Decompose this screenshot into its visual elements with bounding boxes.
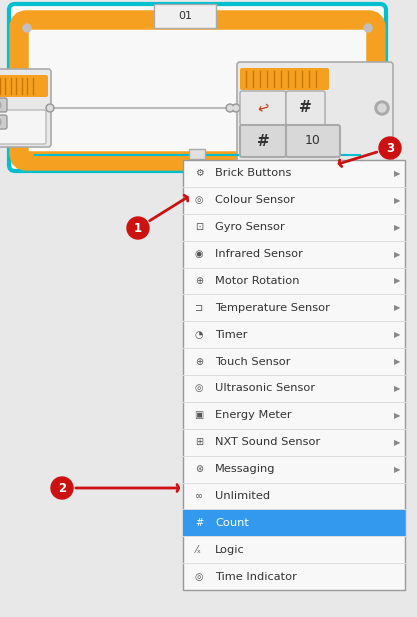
Circle shape: [48, 106, 53, 110]
Circle shape: [51, 477, 73, 499]
Text: Unlimited: Unlimited: [215, 491, 270, 501]
Circle shape: [375, 101, 389, 115]
Text: Brick Buttons: Brick Buttons: [215, 168, 291, 178]
Text: ⚙: ⚙: [195, 168, 203, 178]
FancyBboxPatch shape: [0, 115, 7, 129]
FancyBboxPatch shape: [286, 125, 340, 157]
Text: ▶: ▶: [394, 411, 400, 420]
Text: Time Indicator: Time Indicator: [215, 571, 297, 582]
Text: Motor Rotation: Motor Rotation: [215, 276, 299, 286]
Text: Gyro Sensor: Gyro Sensor: [215, 222, 285, 232]
FancyBboxPatch shape: [286, 91, 325, 125]
FancyBboxPatch shape: [154, 4, 216, 28]
FancyBboxPatch shape: [0, 110, 46, 144]
Circle shape: [379, 137, 401, 159]
Text: ⊛: ⊛: [195, 464, 203, 474]
Circle shape: [364, 24, 372, 32]
Text: ◎: ◎: [195, 571, 203, 582]
Text: ▶: ▶: [394, 276, 400, 286]
Text: ▶: ▶: [394, 357, 400, 366]
FancyBboxPatch shape: [9, 4, 386, 171]
FancyBboxPatch shape: [240, 91, 286, 125]
Text: Colour Sensor: Colour Sensor: [215, 196, 295, 205]
Circle shape: [378, 104, 386, 112]
Text: Messaging: Messaging: [215, 464, 276, 474]
Text: Ultrasonic Sensor: Ultrasonic Sensor: [215, 383, 315, 394]
Text: Count: Count: [215, 518, 249, 528]
Text: Infrared Sensor: Infrared Sensor: [215, 249, 303, 259]
Circle shape: [228, 106, 233, 110]
Text: ▶: ▶: [394, 196, 400, 205]
Text: #: #: [256, 133, 269, 149]
Text: Touch Sensor: Touch Sensor: [215, 357, 291, 366]
Text: ▶: ▶: [394, 384, 400, 393]
Text: 2: 2: [58, 481, 66, 494]
Text: 3: 3: [386, 141, 394, 154]
Text: ⊕: ⊕: [195, 276, 203, 286]
Text: #: #: [299, 101, 312, 115]
Text: ∞: ∞: [195, 491, 203, 501]
Text: #: #: [195, 518, 203, 528]
Text: ▶: ▶: [394, 437, 400, 447]
FancyBboxPatch shape: [240, 68, 329, 90]
Circle shape: [226, 104, 234, 112]
Circle shape: [0, 118, 1, 126]
Text: NXT Sound Sensor: NXT Sound Sensor: [215, 437, 320, 447]
Text: ◎: ◎: [195, 383, 203, 394]
Circle shape: [232, 104, 240, 112]
Text: Energy Meter: Energy Meter: [215, 410, 291, 420]
Text: ▶: ▶: [394, 330, 400, 339]
Text: ⊞: ⊞: [195, 437, 203, 447]
Bar: [183, 160, 405, 590]
Text: ◎: ◎: [195, 196, 203, 205]
Text: ◉: ◉: [195, 249, 203, 259]
Text: ↩: ↩: [256, 100, 271, 116]
Text: ⊐: ⊐: [195, 303, 203, 313]
Text: ▣: ▣: [194, 410, 203, 420]
Text: ⊡: ⊡: [195, 222, 203, 232]
Circle shape: [234, 106, 239, 110]
Circle shape: [23, 24, 31, 32]
Bar: [189, 149, 205, 159]
FancyBboxPatch shape: [0, 69, 51, 147]
Text: Logic: Logic: [215, 545, 245, 555]
Text: ▶: ▶: [394, 169, 400, 178]
Text: ⊕: ⊕: [195, 357, 203, 366]
FancyBboxPatch shape: [240, 125, 286, 157]
Circle shape: [46, 104, 54, 112]
Circle shape: [0, 101, 1, 109]
Text: ⁄ₓ: ⁄ₓ: [196, 545, 202, 555]
Text: ◔: ◔: [195, 329, 203, 340]
Text: ▶: ▶: [394, 465, 400, 474]
Bar: [183, 510, 405, 536]
Text: ▶: ▶: [394, 223, 400, 232]
Text: 1: 1: [134, 222, 142, 234]
FancyBboxPatch shape: [0, 75, 48, 97]
Text: ▶: ▶: [394, 304, 400, 312]
Text: 10: 10: [305, 135, 321, 147]
FancyBboxPatch shape: [0, 98, 7, 112]
Text: ▶: ▶: [394, 249, 400, 259]
Text: Temperature Sensor: Temperature Sensor: [215, 303, 330, 313]
Text: Timer: Timer: [215, 329, 248, 340]
Text: 01: 01: [178, 11, 192, 21]
FancyBboxPatch shape: [237, 62, 393, 168]
Circle shape: [127, 217, 149, 239]
